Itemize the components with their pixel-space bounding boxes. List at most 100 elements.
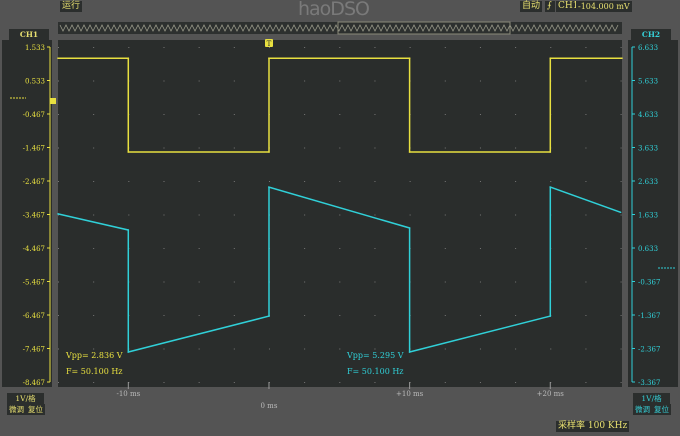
grid-dot — [515, 114, 517, 115]
ch1-freq: F= 50.100 Hz — [66, 367, 123, 376]
grid-dot — [374, 348, 376, 350]
grid-dot — [93, 181, 95, 182]
ch2-title[interactable]: CH2 — [631, 29, 671, 40]
trigger-marker[interactable]: T — [265, 39, 273, 48]
rising-edge-icon[interactable]: ⨍ — [545, 1, 555, 12]
grid-dot — [620, 114, 622, 115]
sample-rate: 采样率 100 KHz — [556, 421, 630, 432]
grid-dot — [515, 80, 517, 82]
grid-dot — [339, 181, 341, 182]
grid-dot — [163, 80, 165, 82]
grid-dot — [444, 214, 446, 216]
grid-dot — [339, 147, 341, 149]
grid-dot — [374, 248, 376, 249]
grid-dot — [444, 181, 446, 182]
ch2-point — [127, 229, 130, 231]
ch2-tick-label: 2.633 — [638, 178, 658, 186]
ch1-tick-label: -7.467 — [23, 346, 45, 354]
grid-dot — [93, 214, 95, 216]
trigger-mode-button[interactable]: 自动 — [520, 1, 543, 12]
grid-dot — [93, 281, 95, 283]
grid-dot — [268, 47, 270, 48]
grid-dot — [585, 382, 587, 383]
run-state-button[interactable]: 运行 — [60, 1, 83, 12]
grid-dot — [479, 248, 481, 249]
ch2-tick-label: 0.633 — [638, 245, 658, 253]
grid-dot — [409, 181, 411, 182]
grid-dot — [233, 47, 235, 48]
overview-window[interactable] — [337, 21, 511, 35]
grid-dot — [304, 348, 306, 350]
grid-dot — [374, 181, 376, 182]
grid-dot — [444, 114, 446, 115]
grid-dot — [550, 181, 552, 182]
grid-dot — [198, 80, 200, 82]
ch2-scale[interactable]: 1V/格 — [633, 393, 670, 404]
grid-dot — [198, 248, 200, 249]
ch2-freq: F= 50.100 Hz — [347, 367, 404, 376]
ch2-fine-button[interactable]: 微调 — [633, 404, 652, 415]
grid-dot — [515, 214, 517, 216]
grid-dot — [479, 80, 481, 82]
grid-dot — [93, 382, 95, 383]
overview-bar[interactable] — [58, 22, 622, 34]
grid-dot — [304, 281, 306, 283]
grid-dot — [163, 281, 165, 283]
ch1-tick-label: -5.467 — [23, 279, 45, 287]
ch1-title[interactable]: CH1 — [9, 29, 49, 40]
ch1-point — [549, 57, 552, 59]
grid-dot — [585, 80, 587, 82]
grid-dot — [620, 214, 622, 216]
grid-dot — [585, 281, 587, 283]
grid-dot — [374, 80, 376, 82]
grid-dot — [163, 315, 165, 316]
grid-dot — [409, 214, 411, 216]
trigger-source-button[interactable]: CH1 — [556, 1, 581, 12]
ch1-vpp: Vpp= 2.836 V — [65, 351, 123, 360]
ch1-tick-label: -1.467 — [23, 145, 45, 153]
grid-dot — [58, 248, 59, 249]
grid-dot — [374, 214, 376, 216]
grid-dot — [198, 315, 200, 316]
grid-dot — [58, 80, 59, 82]
ch2-tick-label: 1.633 — [638, 212, 658, 220]
grid-dot — [444, 382, 446, 383]
ch1-reset-button[interactable]: 复位 — [26, 404, 45, 415]
grid-dot — [585, 147, 587, 149]
ch1-point — [621, 57, 623, 59]
grid-dot — [585, 214, 587, 216]
grid-dot — [233, 114, 235, 115]
ch2-vpp: Vpp= 5.295 V — [346, 351, 404, 360]
ch1-tick-label: -0.467 — [23, 111, 45, 119]
ch1-point — [268, 57, 270, 59]
grid-dot — [163, 147, 165, 149]
grid-dot — [304, 80, 306, 82]
grid-dot — [58, 315, 59, 316]
ch1-fine-button[interactable]: 微调 — [7, 404, 26, 415]
grid-dot — [163, 382, 165, 383]
grid-dot — [198, 348, 200, 350]
ch1-tick-label: -8.467 — [23, 379, 45, 387]
grid-dot — [339, 382, 341, 383]
ch1-offset-marker[interactable] — [10, 97, 56, 104]
overview-waveform — [59, 24, 619, 32]
grid-dot — [304, 181, 306, 182]
ch1-tick-label: 0.533 — [25, 78, 45, 86]
grid-dot — [620, 47, 622, 48]
ch1-point — [408, 151, 411, 153]
ch1-tick-label: -2.467 — [23, 178, 45, 186]
grid-dot — [550, 348, 552, 350]
grid-dot — [163, 248, 165, 249]
grid-dot — [585, 348, 587, 350]
ch2-reset-button[interactable]: 复位 — [652, 404, 671, 415]
ch2-point — [408, 351, 411, 353]
ch1-scale[interactable]: 1V/格 — [7, 393, 44, 404]
grid-dot — [233, 147, 235, 149]
grid-dot — [93, 47, 95, 48]
grid-dot — [58, 114, 59, 115]
trigger-level[interactable]: -104.000 mV — [576, 1, 632, 12]
grid-dot — [515, 281, 517, 283]
ch2-point — [549, 315, 552, 317]
grid-dot — [479, 315, 481, 316]
grid-dot — [479, 281, 481, 283]
